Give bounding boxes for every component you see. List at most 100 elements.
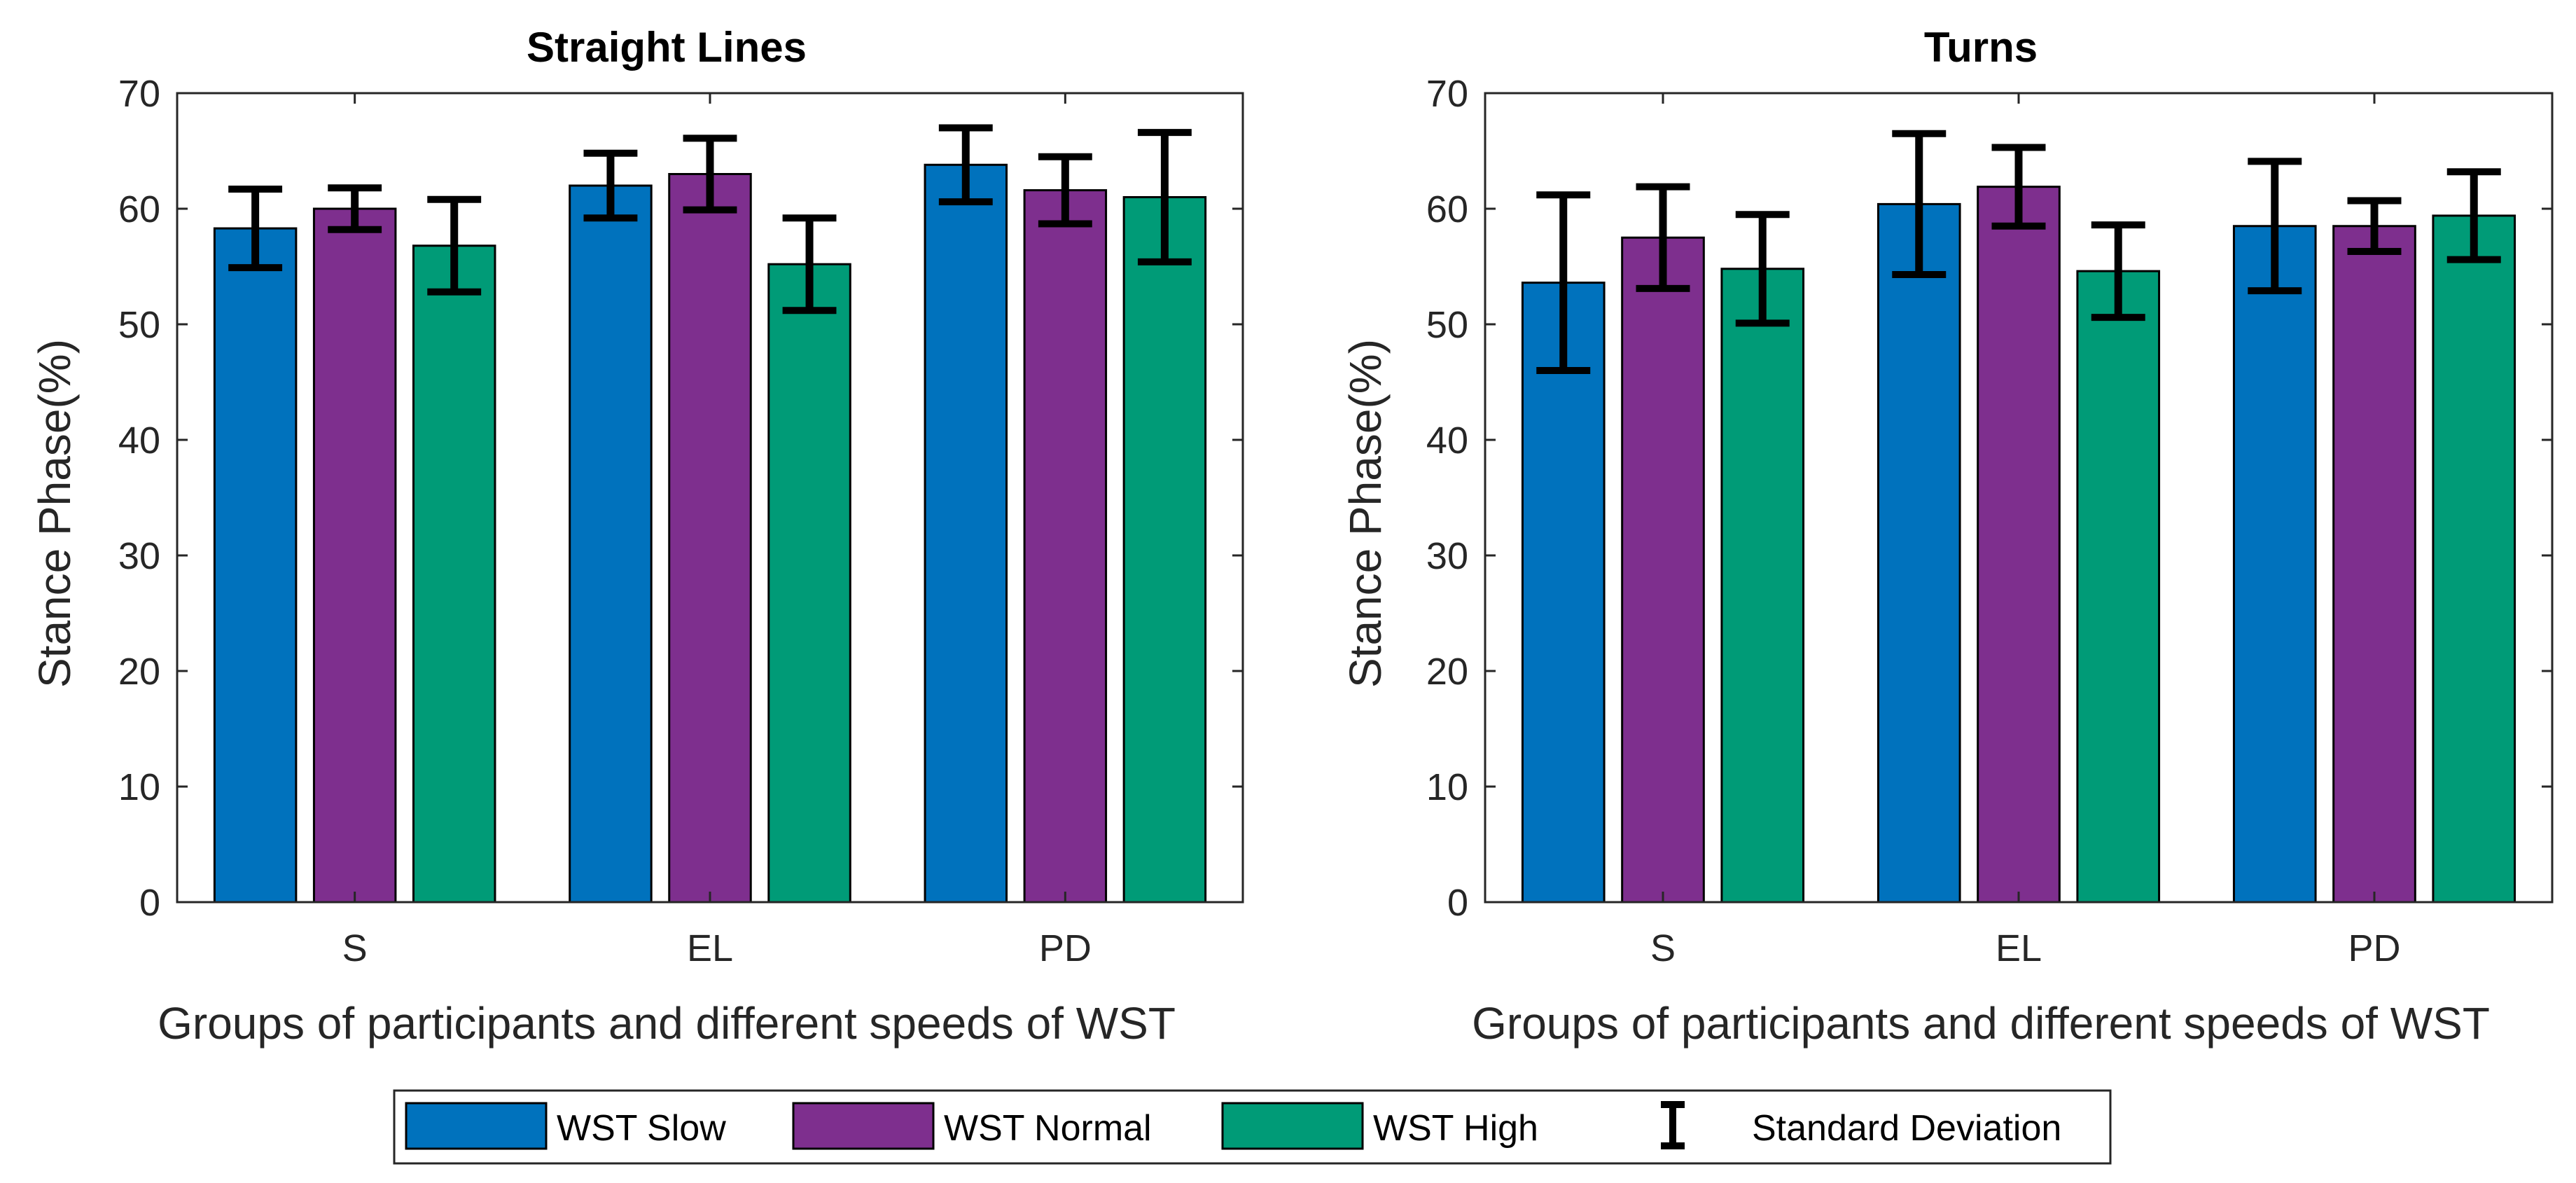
chart-straight-lines: Straight Lines Groups of participants an… [29,24,1244,1049]
errorbars-group [1536,130,2501,374]
y-tick-label: 60 [118,188,160,230]
bar-s-wst-slow [213,227,298,904]
legend-swatch-wst-slow [405,1102,548,1150]
bar-el-wst-normal [668,173,752,904]
y-tick-label: 50 [1426,304,1468,346]
y-ticks: 0 10 20 30 40 50 60 70 [118,73,1243,924]
y-tick-20: 20 [1426,651,2552,693]
bar-pd-wst-high [2432,214,2516,904]
y-tick-70: 70 [118,73,1243,115]
x-tick-el: EL [1996,93,2042,969]
bars-group [1521,186,2516,904]
chart-title: Turns [1924,24,2038,71]
y-axis-label: Stance Phase(%) [1340,339,1391,688]
legend-label-standard-deviation: Standard Deviation [1752,1108,2061,1149]
y-tick-20: 20 [118,651,1243,693]
y-tick-label: 30 [118,535,160,577]
errorbar-el-wst-normal [683,134,737,214]
y-tick-label: 10 [1426,766,1468,808]
x-ticks: S EL PD [1650,93,2401,969]
x-tick-el: EL [687,93,733,969]
errorbar-s-wst-high [1735,211,1790,327]
errorbar-s-wst-normal [328,184,382,233]
bars-group [213,163,1207,904]
errorbar-el-wst-slow [583,149,638,222]
chart-title: Straight Lines [527,24,807,71]
y-tick-label: 40 [118,420,160,462]
errorbar-pd-wst-high [1137,129,1192,265]
y-tick-70: 70 [1426,73,2552,115]
legend-label-wst-slow: WST Slow [557,1108,726,1149]
bar-pd-wst-slow [924,163,1008,904]
y-tick-label: 30 [1426,535,1468,577]
x-axis-label: Groups of participants and different spe… [158,998,1176,1049]
bar-pd-wst-slow [2232,225,2317,904]
errorbar-el-wst-high [2091,221,2145,321]
x-tick-label: S [342,927,368,969]
errorbar-pd-wst-slow [938,124,993,206]
x-tick-pd: PD [1039,93,1092,969]
errorbar-s-wst-high [427,195,482,296]
y-tick-40: 40 [1426,420,2552,462]
errorbar-s-wst-normal [1636,183,1690,292]
bar-el-wst-normal [1977,186,2061,904]
legend-swatch-wst-high [1221,1102,1364,1150]
y-tick-label: 0 [1447,882,1468,924]
x-tick-label: PD [2348,927,2400,969]
y-tick-50: 50 [118,304,1243,346]
x-tick-label: EL [687,927,733,969]
y-tick-label: 50 [118,304,160,346]
y-tick-10: 10 [1426,766,2552,808]
y-tick-30: 30 [118,535,1243,577]
chart-turns: Turns Groups of participants and differe… [1340,24,2554,1049]
legend-swatch-wst-normal [792,1102,935,1150]
errorbar-s-wst-slow [228,185,283,272]
errorbar-el-wst-high [782,214,837,314]
y-tick-0: 0 [1447,882,2552,924]
bar-el-wst-slow [569,184,653,904]
x-tick-label: EL [1996,927,2042,969]
bar-s-wst-normal [1621,236,1705,904]
y-tick-label: 20 [118,651,160,693]
y-ticks: 0 10 20 30 40 50 60 70 [1426,73,2552,924]
x-tick-label: S [1650,927,1676,969]
errorbars-group [228,124,1192,314]
y-axis-label: Stance Phase(%) [29,339,80,688]
y-tick-label: 70 [1426,73,1468,115]
y-tick-10: 10 [118,766,1243,808]
errorbar-pd-wst-slow [2248,158,2302,295]
bar-el-wst-high [767,263,851,904]
bar-pd-wst-high [1122,196,1207,904]
y-tick-0: 0 [139,882,1243,924]
y-tick-label: 0 [139,882,160,924]
bar-el-wst-high [2076,270,2161,904]
errorbar-pd-wst-normal [2347,197,2402,256]
errorbar-el-wst-normal [1991,144,2046,230]
legend: WST Slow WST Normal WST High Standard De… [393,1089,2112,1165]
legend-label-wst-normal: WST Normal [944,1108,1152,1149]
x-tick-s: S [1650,93,1676,969]
bar-s-wst-slow [1521,282,1606,904]
y-tick-label: 10 [118,766,160,808]
y-tick-30: 30 [1426,535,2552,577]
bar-pd-wst-normal [1023,189,1108,904]
errorbar-s-wst-slow [1536,191,1591,374]
bar-s-wst-normal [312,207,397,904]
errorbar-pd-wst-normal [1038,153,1092,228]
bar-s-wst-high [412,244,496,904]
y-tick-label: 20 [1426,651,1468,693]
x-tick-label: PD [1039,927,1092,969]
errorbar-el-wst-slow [1892,130,1947,279]
x-tick-pd: PD [2348,93,2401,969]
y-tick-60: 60 [118,188,1243,230]
y-tick-50: 50 [1426,304,2552,346]
y-tick-60: 60 [1426,188,2552,230]
y-tick-label: 60 [1426,188,1468,230]
y-tick-40: 40 [118,420,1243,462]
bar-pd-wst-normal [2332,225,2416,904]
x-tick-s: S [342,93,368,969]
errorbar-pd-wst-high [2446,168,2501,263]
legend-errorbar-icon [1661,1101,1685,1149]
legend-label-wst-high: WST High [1373,1108,1538,1149]
x-axis-label: Groups of participants and different spe… [1472,998,2490,1049]
